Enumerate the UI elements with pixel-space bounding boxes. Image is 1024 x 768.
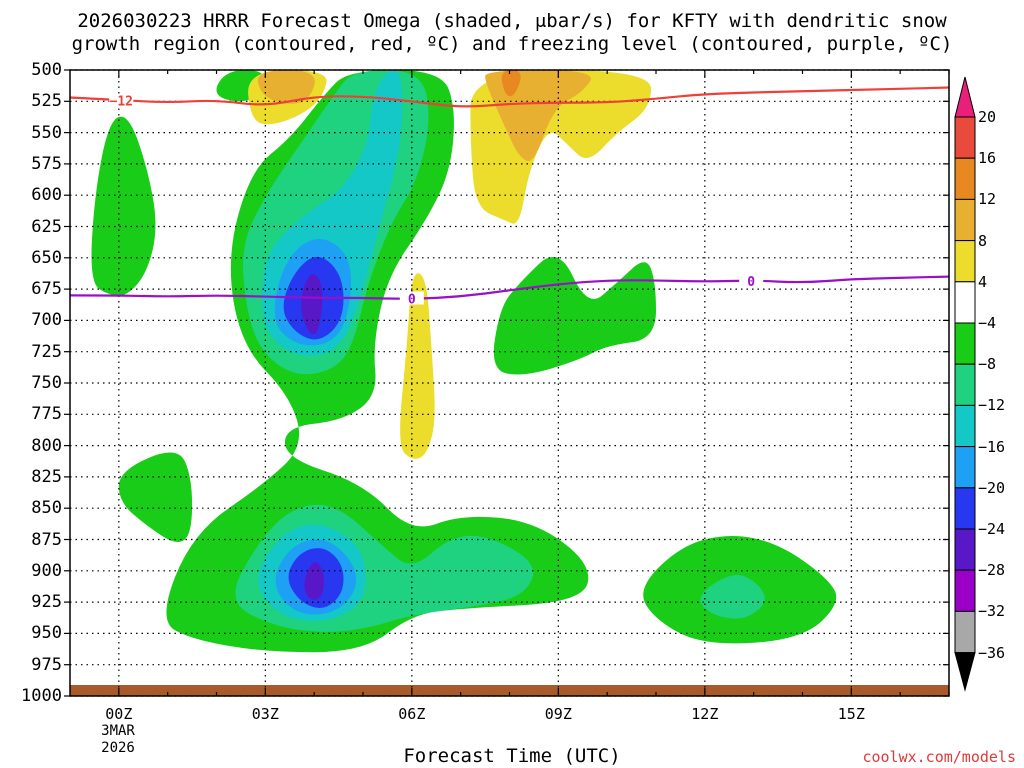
colorbar-segment bbox=[954, 198, 976, 242]
colorbar-segment bbox=[954, 240, 976, 283]
colorbar-label: 16 bbox=[978, 149, 997, 168]
dgz-contour-label-bg bbox=[109, 93, 134, 107]
x-tick-label: 03Z bbox=[251, 705, 279, 723]
colorbar-bottom-arrow bbox=[954, 652, 976, 692]
omega-region-neg24-16 bbox=[304, 562, 324, 600]
colorbar-top-arrow bbox=[954, 76, 976, 118]
y-tick-label: 825 bbox=[31, 466, 62, 487]
y-tick-label: 700 bbox=[31, 310, 62, 331]
x-tick-label: 15Z bbox=[837, 705, 865, 723]
colorbar-segment bbox=[954, 116, 976, 159]
colorbar-label: 4 bbox=[978, 272, 988, 291]
colorbar-label: −4 bbox=[978, 314, 997, 332]
y-tick-label: 975 bbox=[31, 654, 62, 675]
colorbar-segment bbox=[954, 487, 976, 530]
omega-region-neg24-15 bbox=[301, 274, 323, 335]
ground-strip bbox=[70, 685, 949, 696]
x-tick-label: 09Z bbox=[544, 705, 572, 723]
x-tick-label: 06Z bbox=[398, 705, 426, 723]
y-tick-label: 550 bbox=[31, 122, 62, 143]
omega-region-neg4-4 bbox=[91, 116, 156, 296]
y-tick-label: 725 bbox=[31, 341, 62, 362]
colorbar-segment bbox=[954, 569, 976, 612]
freezing-contour-label-2-bg bbox=[739, 273, 764, 287]
x-date-day: 3MAR bbox=[101, 723, 135, 739]
omega-fill-layer bbox=[91, 70, 837, 653]
y-tick-label: 950 bbox=[31, 623, 62, 644]
y-tick-label: 850 bbox=[31, 498, 62, 519]
colorbar-segment bbox=[954, 528, 976, 571]
colorbar-segment bbox=[954, 610, 976, 654]
colorbar-segment bbox=[954, 157, 976, 200]
y-tick-label: 625 bbox=[31, 216, 62, 237]
colorbar-segment bbox=[954, 322, 976, 365]
colorbar-segment bbox=[954, 404, 976, 448]
y-tick-label: 775 bbox=[31, 404, 62, 425]
colorbar-label: −36 bbox=[978, 643, 1006, 662]
colorbar-label: −32 bbox=[978, 602, 1006, 621]
colorbar-label: −24 bbox=[978, 520, 1006, 538]
y-tick-label: 675 bbox=[31, 279, 62, 300]
freezing-level-contour-line bbox=[70, 275, 949, 300]
y-tick-label: 500 bbox=[31, 60, 62, 80]
y-tick-label: 800 bbox=[31, 435, 62, 456]
colorbar bbox=[954, 76, 976, 692]
omega-region-neg4-1 bbox=[493, 257, 656, 375]
freezing-contour-label-2: 0 bbox=[747, 275, 755, 290]
x-tick-label: 00Z bbox=[105, 705, 133, 723]
y-tick-label: 925 bbox=[31, 592, 62, 613]
omega-region-pos12-22 bbox=[501, 70, 521, 97]
omega-region-pos8-20 bbox=[257, 70, 315, 104]
dgz-contour-label: −12 bbox=[110, 95, 133, 110]
colorbar-label: 8 bbox=[978, 231, 988, 250]
colorbar-label: −20 bbox=[978, 478, 1006, 497]
omega-region-neg4-2 bbox=[118, 452, 193, 543]
colorbar-label: −8 bbox=[978, 355, 997, 374]
freezing-contour-label-1-bg bbox=[399, 291, 424, 305]
colorbar-segment bbox=[954, 363, 976, 406]
omega-region-pos4-19 bbox=[400, 273, 435, 459]
y-tick-label: 1000 bbox=[21, 686, 62, 706]
dgz-contour-line bbox=[70, 86, 949, 108]
colorbar-segment bbox=[954, 281, 976, 324]
colorbar-label: −16 bbox=[978, 437, 1006, 456]
x-tick-label: 12Z bbox=[691, 705, 719, 723]
x-axis-label: Forecast Time (UTC) bbox=[403, 745, 621, 767]
x-date-label: 3MAR 2026 bbox=[101, 723, 135, 757]
chart-title-line-2: growth region (contoured, red, ºC) and f… bbox=[71, 33, 953, 55]
y-tick-label: 650 bbox=[31, 247, 62, 268]
y-tick-label: 525 bbox=[31, 91, 62, 112]
y-tick-label: 900 bbox=[31, 560, 62, 581]
y-tick-label: 575 bbox=[31, 153, 62, 174]
ground-layer bbox=[70, 685, 949, 696]
chart-title-line-1: 2026030223 HRRR Forecast Omega (shaded, … bbox=[77, 10, 947, 32]
y-tick-label: 875 bbox=[31, 529, 62, 550]
colorbar-label: −28 bbox=[978, 561, 1006, 580]
y-tick-label: 750 bbox=[31, 373, 62, 393]
y-tick-label: 600 bbox=[31, 185, 62, 206]
freezing-contour-label-1: 0 bbox=[408, 292, 416, 307]
colorbar-label: 20 bbox=[978, 108, 997, 126]
colorbar-segment bbox=[954, 446, 976, 489]
colorbar-label: −12 bbox=[978, 396, 1006, 415]
omega-region-neg8-8 bbox=[700, 574, 765, 619]
plot-frame bbox=[69, 69, 950, 697]
site-credit[interactable]: coolwx.com/models bbox=[862, 748, 1016, 766]
x-date-year: 2026 bbox=[101, 740, 135, 756]
colorbar-label: 12 bbox=[978, 190, 997, 209]
contour-line-layer: −12 0 0 bbox=[70, 86, 949, 307]
